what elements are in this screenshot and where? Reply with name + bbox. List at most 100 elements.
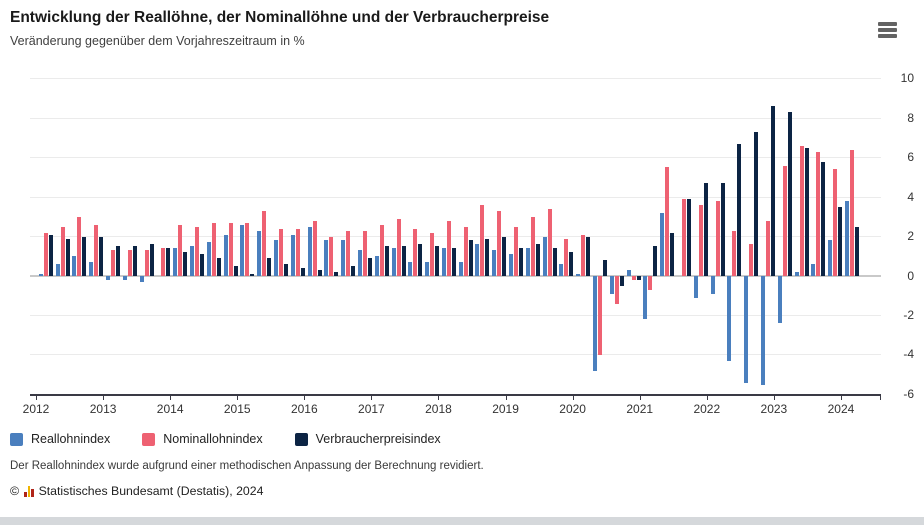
bar-nominallohnindex-44[interactable] (782, 165, 787, 276)
bar-verbraucherpreisindex-22[interactable] (418, 244, 423, 276)
bar-nominallohnindex-16[interactable] (312, 220, 317, 276)
bar-verbraucherpreisindex-38[interactable] (687, 199, 692, 276)
bar-reallohnindex-37[interactable] (660, 212, 665, 276)
bar-nominallohnindex-46[interactable] (816, 151, 821, 276)
bar-nominallohnindex-9[interactable] (194, 226, 199, 276)
bar-verbraucherpreisindex-1[interactable] (65, 238, 70, 276)
bar-reallohnindex-9[interactable] (189, 246, 194, 276)
bar-reallohnindex-0[interactable] (38, 274, 43, 276)
bar-verbraucherpreisindex-2[interactable] (82, 236, 87, 276)
bar-reallohnindex-36[interactable] (643, 276, 648, 320)
bar-verbraucherpreisindex-16[interactable] (317, 270, 322, 276)
bar-reallohnindex-26[interactable] (475, 244, 480, 276)
bar-nominallohnindex-1[interactable] (60, 226, 65, 276)
bar-reallohnindex-4[interactable] (105, 276, 110, 280)
bar-reallohnindex-40[interactable] (710, 276, 715, 294)
bar-verbraucherpreisindex-9[interactable] (199, 254, 204, 276)
bar-verbraucherpreisindex-44[interactable] (787, 112, 792, 276)
bar-reallohnindex-35[interactable] (626, 270, 631, 276)
bar-reallohnindex-30[interactable] (542, 236, 547, 276)
legend-item-nominallohnindex[interactable]: Nominallohnindex (142, 432, 263, 446)
bar-reallohnindex-41[interactable] (727, 276, 732, 361)
bar-verbraucherpreisindex-32[interactable] (586, 236, 591, 276)
bar-nominallohnindex-38[interactable] (682, 199, 687, 276)
bar-reallohnindex-23[interactable] (425, 262, 430, 276)
bar-reallohnindex-11[interactable] (223, 234, 228, 276)
bar-nominallohnindex-37[interactable] (665, 167, 670, 276)
bar-verbraucherpreisindex-47[interactable] (838, 206, 843, 276)
bar-reallohnindex-34[interactable] (609, 276, 614, 294)
bar-verbraucherpreisindex-24[interactable] (451, 248, 456, 276)
bar-reallohnindex-1[interactable] (55, 264, 60, 276)
bar-verbraucherpreisindex-18[interactable] (351, 266, 356, 276)
bar-verbraucherpreisindex-39[interactable] (703, 183, 708, 276)
bar-verbraucherpreisindex-15[interactable] (300, 268, 305, 276)
bar-nominallohnindex-13[interactable] (262, 210, 267, 276)
bar-nominallohnindex-18[interactable] (346, 230, 351, 276)
bar-reallohnindex-15[interactable] (290, 234, 295, 276)
bar-verbraucherpreisindex-21[interactable] (401, 246, 406, 276)
bar-nominallohnindex-15[interactable] (295, 228, 300, 276)
bar-verbraucherpreisindex-4[interactable] (115, 246, 120, 276)
bar-nominallohnindex-20[interactable] (379, 224, 384, 276)
bar-verbraucherpreisindex-10[interactable] (216, 258, 221, 276)
bar-verbraucherpreisindex-29[interactable] (535, 244, 540, 276)
bar-nominallohnindex-31[interactable] (564, 238, 569, 276)
bar-nominallohnindex-30[interactable] (547, 208, 552, 276)
bar-nominallohnindex-39[interactable] (698, 204, 703, 276)
bar-reallohnindex-29[interactable] (525, 248, 530, 276)
bar-nominallohnindex-8[interactable] (178, 224, 183, 276)
bar-nominallohnindex-21[interactable] (396, 218, 401, 276)
bar-reallohnindex-27[interactable] (492, 250, 497, 276)
bar-reallohnindex-21[interactable] (391, 248, 396, 276)
bar-verbraucherpreisindex-3[interactable] (99, 236, 104, 276)
bar-verbraucherpreisindex-34[interactable] (619, 276, 624, 286)
bar-nominallohnindex-24[interactable] (446, 220, 451, 276)
bar-nominallohnindex-43[interactable] (766, 220, 771, 276)
bar-reallohnindex-22[interactable] (408, 262, 413, 276)
bar-verbraucherpreisindex-43[interactable] (771, 106, 776, 276)
hamburger-context-menu-icon[interactable] (872, 17, 902, 43)
bar-verbraucherpreisindex-8[interactable] (183, 252, 188, 276)
bar-verbraucherpreisindex-23[interactable] (435, 246, 440, 276)
bar-nominallohnindex-14[interactable] (278, 228, 283, 276)
bar-nominallohnindex-27[interactable] (497, 210, 502, 276)
bar-verbraucherpreisindex-14[interactable] (283, 264, 288, 276)
bar-verbraucherpreisindex-7[interactable] (166, 248, 171, 276)
bar-nominallohnindex-10[interactable] (211, 222, 216, 276)
bar-reallohnindex-46[interactable] (811, 264, 816, 276)
bar-nominallohnindex-45[interactable] (799, 145, 804, 276)
bar-nominallohnindex-5[interactable] (127, 250, 132, 276)
bar-nominallohnindex-0[interactable] (43, 232, 48, 276)
bar-verbraucherpreisindex-48[interactable] (855, 226, 859, 276)
bar-reallohnindex-32[interactable] (576, 274, 581, 276)
bar-verbraucherpreisindex-13[interactable] (267, 258, 272, 276)
bar-reallohnindex-42[interactable] (744, 276, 749, 383)
bar-nominallohnindex-3[interactable] (94, 224, 99, 276)
bar-reallohnindex-18[interactable] (341, 240, 346, 276)
bar-nominallohnindex-34[interactable] (614, 276, 619, 304)
bar-reallohnindex-16[interactable] (307, 226, 312, 276)
legend-item-reallohnindex[interactable]: Reallohnindex (10, 432, 110, 446)
bar-reallohnindex-28[interactable] (509, 254, 514, 276)
bar-verbraucherpreisindex-6[interactable] (149, 244, 154, 276)
bar-reallohnindex-14[interactable] (273, 240, 278, 276)
bar-nominallohnindex-22[interactable] (413, 228, 418, 276)
bar-verbraucherpreisindex-27[interactable] (502, 236, 507, 276)
bar-nominallohnindex-40[interactable] (715, 201, 720, 276)
bar-reallohnindex-10[interactable] (206, 242, 211, 276)
bar-verbraucherpreisindex-36[interactable] (653, 246, 658, 276)
bar-nominallohnindex-7[interactable] (161, 248, 166, 276)
bar-verbraucherpreisindex-11[interactable] (233, 266, 238, 276)
bar-reallohnindex-6[interactable] (139, 276, 144, 282)
bar-reallohnindex-2[interactable] (72, 256, 77, 276)
bar-nominallohnindex-4[interactable] (110, 250, 115, 276)
bar-verbraucherpreisindex-41[interactable] (737, 143, 742, 276)
bar-nominallohnindex-25[interactable] (463, 226, 468, 276)
bar-reallohnindex-20[interactable] (374, 256, 379, 276)
bar-reallohnindex-8[interactable] (173, 248, 178, 276)
bar-reallohnindex-48[interactable] (845, 201, 849, 276)
bar-nominallohnindex-47[interactable] (833, 169, 838, 276)
bar-nominallohnindex-41[interactable] (732, 230, 737, 276)
bar-nominallohnindex-33[interactable] (598, 276, 603, 355)
